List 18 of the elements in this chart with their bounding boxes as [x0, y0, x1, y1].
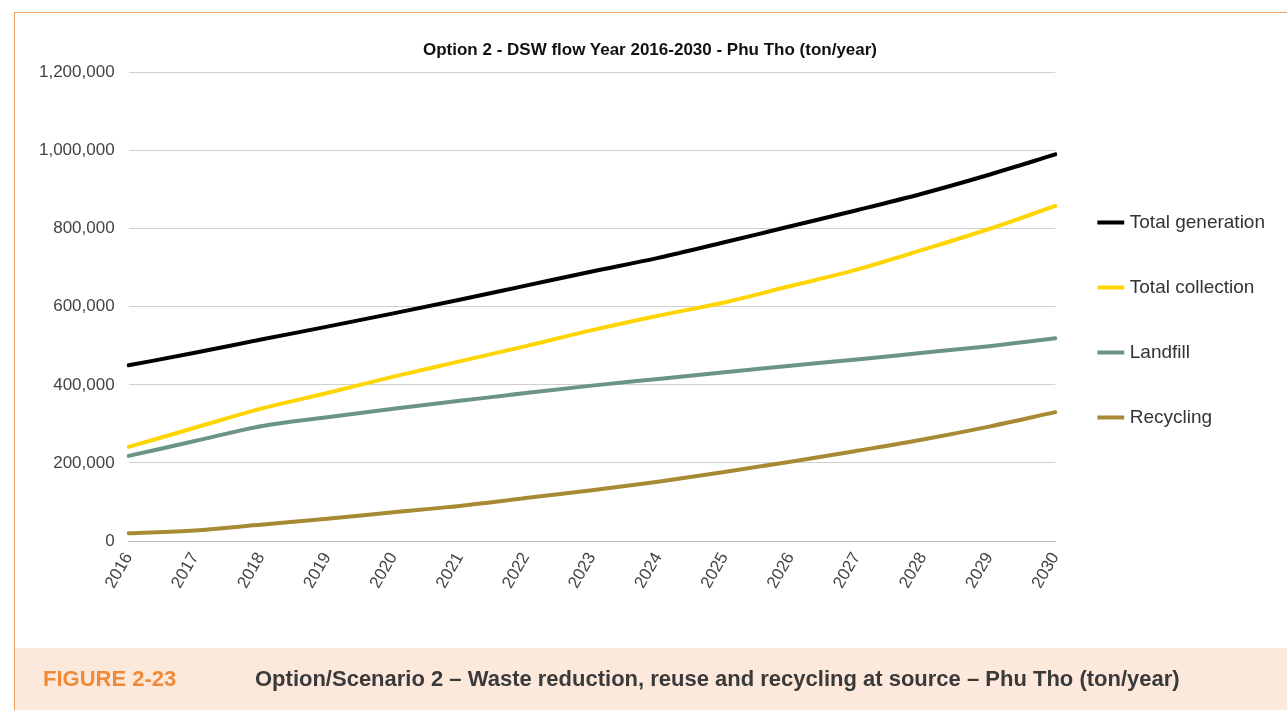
caption: FIGURE 2-23	[43, 666, 178, 692]
line-series	[126, 152, 1058, 368]
y-tick-label: 400,000	[53, 374, 115, 394]
y-tick-label: 1,000,000	[38, 140, 115, 160]
legend-label: Total generation	[1129, 210, 1266, 232]
y-tick-label: 200,000	[53, 452, 115, 472]
y-tick-label: 0	[105, 530, 115, 550]
legend-label: Total collection	[1129, 275, 1255, 297]
chart-title: Option 2 - DSW flow Year 2016-2030 - Phu Tho (ton/year)	[422, 39, 878, 59]
legend-label: Recycling	[1129, 405, 1213, 427]
y-tick-label: 800,000	[53, 218, 115, 238]
legend-label: Landfill	[1129, 340, 1191, 362]
line-series	[126, 203, 1058, 449]
y-tick-label: 1,200,000	[38, 62, 115, 82]
y-tick-label: 600,000	[53, 296, 115, 316]
text: Option/Scenario 2 – Waste reduction, reuse and recycling at source – Phu Tho (ton/year)	[255, 666, 1180, 692]
line-series	[126, 410, 1058, 536]
line-series	[126, 336, 1058, 458]
